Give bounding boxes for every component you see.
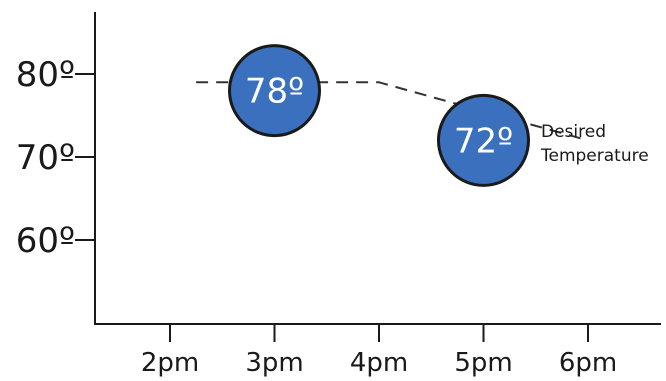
data-points: 78º 72º [228, 44, 530, 187]
x-tick-label: 5pm [454, 348, 512, 378]
data-label: 72º [454, 121, 513, 161]
data-point [437, 93, 530, 187]
y-tick-label: 60º [16, 221, 75, 261]
x-tick-label: 6pm [559, 348, 617, 378]
annotation-line-2: Temperature [540, 146, 649, 166]
x-tick-label: 2pm [141, 348, 199, 378]
y-ticks: 60º 70º 80º [16, 55, 95, 261]
data-point [228, 44, 321, 138]
x-tick-label: 4pm [350, 348, 408, 378]
annotation-line-1: Desired [541, 122, 606, 142]
y-tick-label: 70º [16, 138, 75, 178]
annotation-group: Desired Temperature [540, 122, 649, 166]
x-ticks: 2pm 3pm 4pm 5pm 6pm [141, 324, 617, 378]
axes [94, 12, 661, 325]
x-tick-label: 3pm [245, 348, 303, 378]
y-tick-label: 80º [16, 55, 75, 95]
data-label: 78º [245, 72, 304, 112]
